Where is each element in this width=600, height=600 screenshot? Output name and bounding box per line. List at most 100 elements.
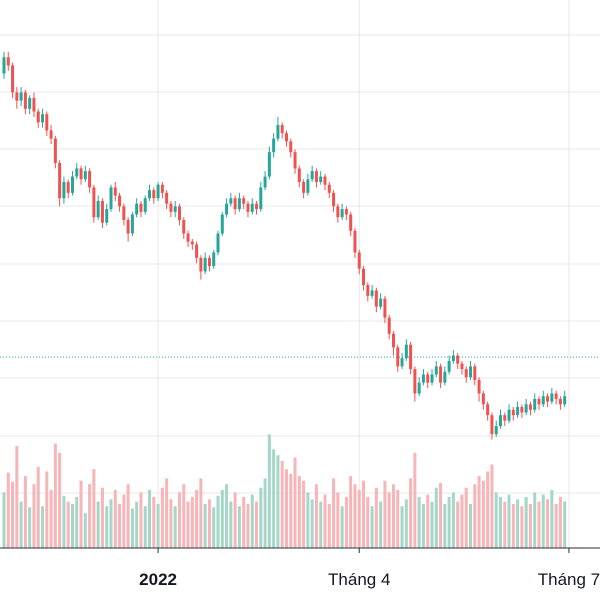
volume-bar — [122, 494, 126, 548]
volume-bar — [524, 496, 528, 548]
volume-bar — [75, 496, 79, 548]
candle-body — [177, 206, 181, 220]
candle-body — [383, 298, 387, 318]
candle-body — [314, 171, 318, 182]
volume-bar — [100, 487, 104, 548]
candle-body — [396, 347, 400, 367]
candle-body — [464, 369, 468, 378]
candle-body — [426, 374, 430, 383]
volume-bar — [507, 494, 511, 548]
candle-body — [503, 415, 507, 421]
volume-bar — [404, 499, 408, 548]
volume-bar — [314, 484, 318, 548]
volume-bar — [434, 487, 438, 548]
candle-body — [511, 409, 515, 416]
volume-bar — [216, 495, 220, 548]
volume-bar — [297, 476, 301, 548]
volume-bar — [177, 492, 181, 548]
volume-bar — [58, 452, 62, 548]
candle-body — [100, 200, 104, 223]
candle-body — [255, 203, 259, 210]
candle-body — [524, 404, 528, 413]
volume-bar — [366, 496, 370, 548]
volume-bar — [195, 490, 199, 548]
volume-bar — [173, 506, 177, 548]
candle-body — [370, 290, 374, 296]
volume-bar — [49, 490, 53, 548]
volume-bar — [302, 480, 306, 548]
volume-bar — [494, 492, 498, 548]
volume-bar — [152, 496, 156, 548]
volume-bar — [79, 480, 83, 548]
volume-bar — [246, 503, 250, 548]
volume-bar — [92, 469, 96, 548]
candle-body — [203, 257, 207, 272]
candle-body — [105, 209, 109, 223]
volume-bar — [11, 481, 15, 548]
volume-bar — [528, 503, 532, 548]
volume-bar — [533, 492, 537, 548]
volume-bar — [242, 496, 246, 548]
candle-body — [199, 257, 203, 272]
candle-body — [58, 163, 62, 199]
candle-body — [353, 230, 357, 253]
volume-bar — [537, 501, 541, 548]
volume-bar — [130, 508, 134, 548]
volume-bar — [344, 496, 348, 548]
candle-body — [53, 138, 57, 163]
candle-body — [28, 97, 32, 109]
volume-bar — [53, 443, 57, 548]
candle-body — [460, 363, 464, 370]
candle-body — [118, 195, 122, 207]
candle-body — [302, 181, 306, 193]
candle-body — [447, 360, 451, 372]
volume-bar — [451, 492, 455, 548]
volume-bar — [126, 484, 130, 548]
volume-bar — [516, 499, 520, 548]
candle-body — [66, 181, 70, 193]
volume-bar — [332, 478, 336, 548]
candle-body — [152, 190, 156, 199]
candle-body — [554, 393, 558, 399]
volume-bar — [160, 487, 164, 548]
volume-bar — [490, 464, 494, 548]
volume-bar — [272, 449, 276, 548]
candle-body — [195, 244, 199, 258]
volume-bar — [383, 480, 387, 548]
volume-bar — [139, 492, 143, 548]
candle-body — [344, 209, 348, 215]
candle-body — [109, 187, 113, 210]
volume-bar — [88, 484, 92, 548]
volume-bar — [32, 484, 36, 548]
volume-bar — [379, 501, 383, 548]
candle-body — [439, 366, 443, 383]
volume-bar — [426, 494, 430, 548]
volume-bar — [293, 457, 297, 548]
candle-body — [70, 176, 74, 193]
candle-body — [541, 396, 545, 405]
candle-body — [225, 203, 229, 215]
volume-bar — [391, 484, 395, 548]
volume-bar — [503, 501, 507, 548]
volume-bar — [148, 490, 152, 548]
volume-bar — [280, 461, 284, 548]
volume-bar — [563, 501, 567, 548]
volume-bar — [96, 501, 100, 548]
candle-body — [434, 366, 438, 375]
candle-body — [45, 114, 49, 131]
candle-body — [267, 152, 271, 177]
volume-bar — [186, 501, 190, 548]
volume-bar — [340, 506, 344, 548]
candle-body — [310, 171, 314, 180]
volume-bar — [417, 496, 421, 548]
volume-bar — [357, 490, 361, 548]
volume-bar — [323, 494, 327, 548]
volume-bar — [229, 501, 233, 548]
candle-body — [289, 141, 293, 153]
volume-bar — [259, 487, 263, 548]
candle-body — [36, 111, 40, 123]
candle-body — [366, 285, 370, 296]
volume-bar — [541, 494, 545, 548]
